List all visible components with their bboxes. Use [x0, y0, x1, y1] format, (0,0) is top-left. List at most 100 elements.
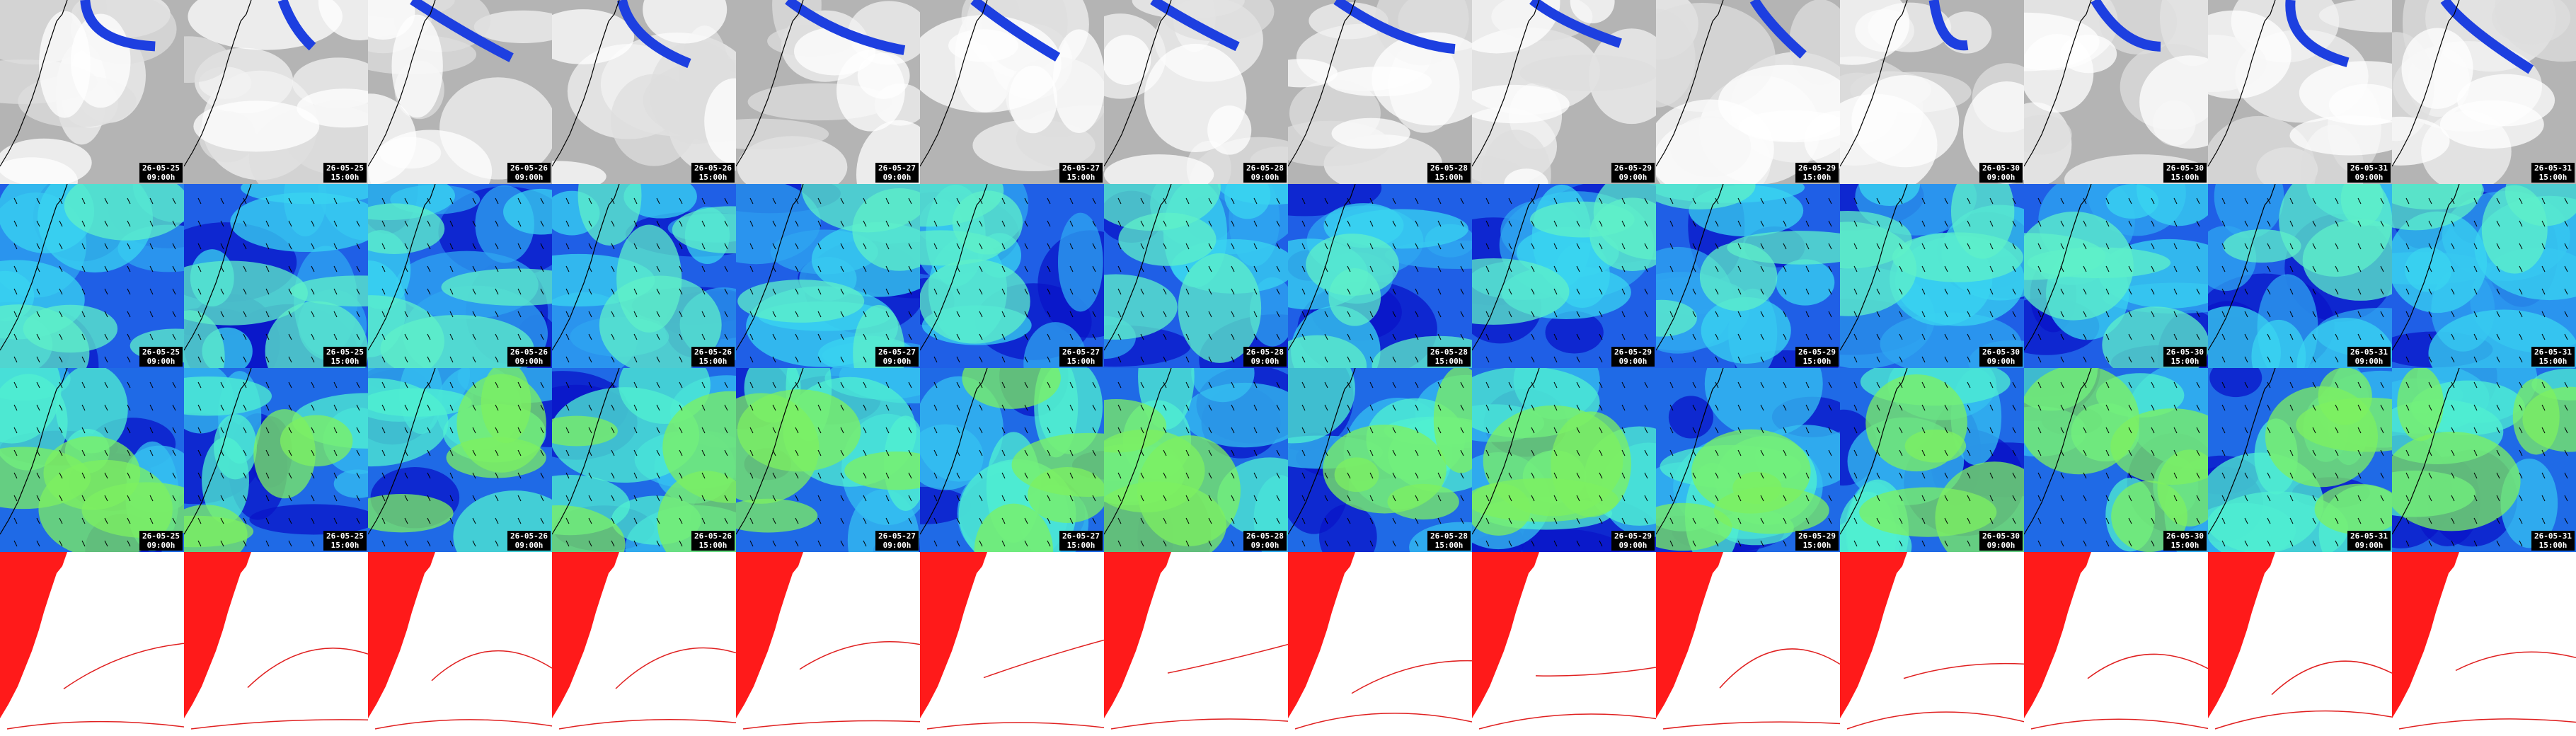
- wind-barb: [2128, 381, 2132, 389]
- wind-barb: [2541, 427, 2546, 434]
- wind-barb: [2473, 404, 2478, 411]
- wind-barb: [611, 356, 615, 363]
- wind-barb: [59, 288, 63, 295]
- wind-barb: [1669, 404, 1674, 411]
- wind-barb: [1508, 381, 1512, 389]
- wind-barb: [1069, 495, 1074, 502]
- land-fill: [184, 552, 251, 718]
- time-label: 15:00h: [1434, 357, 1464, 366]
- coastline: [1840, 368, 1908, 535]
- wind-barb: [679, 517, 683, 524]
- timestamp: 26-05-29 15:00h: [1795, 347, 1839, 367]
- timestamp: 26-05-25 09:00h: [139, 531, 183, 551]
- wind-barb: [2564, 197, 2568, 205]
- wind-barb: [2335, 427, 2339, 434]
- wind-barb: [1163, 427, 1167, 434]
- wind-barb: [724, 381, 728, 389]
- wind-barb: [333, 449, 338, 456]
- map-panel: [1472, 552, 1656, 736]
- field-area: [1904, 429, 1967, 463]
- wind-barb: [1737, 243, 1742, 250]
- wind-barb: [36, 472, 40, 479]
- wind-barb: [1921, 288, 1926, 295]
- wind-barb: [1989, 311, 1994, 318]
- wind-barb: [311, 265, 315, 272]
- wind-barb: [2128, 288, 2132, 295]
- wind-barb: [840, 472, 844, 479]
- wind-barb: [2037, 404, 2042, 411]
- wind-barb: [1828, 427, 1832, 434]
- wind-barb: [1208, 243, 1212, 250]
- wind-barb: [1715, 220, 1719, 227]
- map-image: [1472, 368, 1656, 552]
- wind-barb: [1415, 472, 1419, 479]
- wind-barb: [908, 517, 912, 524]
- wind-barb: [2151, 197, 2155, 205]
- wind-barb: [863, 197, 867, 205]
- wind-barb: [1392, 427, 1396, 434]
- wind-barb: [2151, 243, 2155, 250]
- wind-barb: [1967, 427, 1971, 434]
- map-panel: 26-05-31 09:00h: [2208, 368, 2392, 552]
- wind-barb: [311, 356, 315, 363]
- field-area: [481, 368, 531, 444]
- wind-barb: [2128, 333, 2132, 340]
- wind-barb: [2128, 311, 2132, 318]
- wind-barb: [2060, 495, 2064, 502]
- wind-barb: [1876, 404, 1880, 411]
- wind-barb: [2173, 243, 2178, 250]
- wind-barb: [1185, 495, 1190, 502]
- wind-barb: [885, 265, 890, 272]
- wind-barb: [749, 197, 754, 205]
- wind-barb: [1944, 243, 1948, 250]
- wind-barb: [1944, 381, 1948, 389]
- wind-barb: [1921, 381, 1926, 389]
- time-label: 15:00h: [698, 173, 728, 182]
- wind-barb: [2128, 243, 2132, 250]
- wind-barb: [1208, 197, 1212, 205]
- wind-barb: [172, 449, 176, 456]
- contour: [1351, 660, 1472, 694]
- wind-barb: [1208, 449, 1212, 456]
- wind-barb: [2519, 243, 2523, 250]
- wind-barb: [772, 333, 776, 340]
- wind-barb: [81, 333, 86, 340]
- map-image: [368, 368, 552, 552]
- wind-barb: [1899, 197, 1903, 205]
- timestamp: 26-05-27 09:00h: [875, 531, 919, 551]
- wind-barb: [2244, 311, 2248, 318]
- wind-barb: [127, 517, 131, 524]
- wind-barb: [1853, 265, 1858, 272]
- wind-barb: [1185, 311, 1190, 318]
- wind-barb: [1415, 449, 1419, 456]
- wind-barb: [288, 333, 292, 340]
- wind-barb: [2196, 427, 2200, 434]
- wind-barb: [2267, 404, 2271, 411]
- wind-barb: [1324, 404, 1328, 411]
- coastline: [184, 368, 252, 535]
- wind-barb: [1531, 404, 1535, 411]
- wind-barb: [1989, 404, 1994, 411]
- wind-barb: [1853, 356, 1858, 363]
- land-fill: [736, 552, 803, 718]
- wind-barb: [1140, 311, 1144, 318]
- wind-barb: [2083, 540, 2087, 547]
- wind-barb: [2128, 220, 2132, 227]
- wind-barb: [1460, 197, 1464, 205]
- wind-barb: [356, 404, 360, 411]
- wind-barb: [540, 288, 544, 295]
- wind-barb: [427, 356, 431, 363]
- wind-barb: [1899, 220, 1903, 227]
- date-label: 26-05-26: [510, 531, 548, 541]
- wind-barb: [81, 220, 86, 227]
- field-area: [2512, 378, 2560, 455]
- wind-barb: [2083, 243, 2087, 250]
- wind-barb: [1576, 540, 1580, 547]
- contour: [799, 641, 920, 670]
- field-area: [1668, 396, 1714, 439]
- field-area: [0, 374, 68, 471]
- wind-barb: [1599, 427, 1603, 434]
- wind-barb: [2128, 540, 2132, 547]
- wind-barb: [979, 197, 983, 205]
- wind-barb: [2083, 517, 2087, 524]
